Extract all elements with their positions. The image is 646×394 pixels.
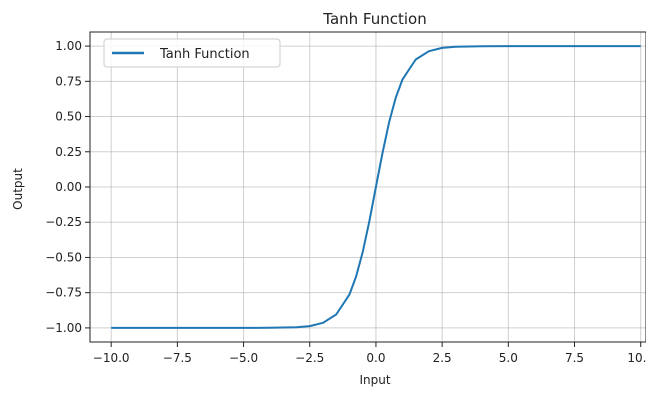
x-tick-label: −10.0 [93, 351, 130, 365]
x-tick-label: 7.5 [565, 351, 584, 365]
x-tick-label: −2.5 [295, 351, 324, 365]
y-tick-label: −1.00 [45, 321, 82, 335]
y-tick-label: −0.75 [45, 286, 82, 300]
series-layer [111, 45, 641, 329]
y-tick-label: 0.00 [55, 180, 82, 194]
x-tick-label: 5.0 [499, 351, 518, 365]
y-axis-label: Output [11, 168, 25, 210]
y-tick-label: 1.00 [55, 39, 82, 53]
grid-lines [90, 32, 646, 342]
y-tick-label: 0.50 [55, 110, 82, 124]
y-tick-label: 0.75 [55, 74, 82, 88]
y-tick-label: −0.25 [45, 215, 82, 229]
tanh-line [111, 45, 641, 329]
x-tick-label: −7.5 [163, 351, 192, 365]
x-tick-label: 10.0 [627, 351, 646, 365]
chart-title: Tanh Function [322, 10, 426, 28]
legend-label: Tanh Function [159, 47, 250, 62]
legend: Tanh Function [103, 38, 281, 68]
axis-ticks: −10.0 −7.5 −5.0 −2.5 0.0 2.5 5.0 7.5 10.0 1.00 0.7… [45, 39, 646, 365]
y-tick-label: −0.50 [45, 250, 82, 264]
x-tick-label: −5.0 [229, 351, 258, 365]
legend-box [103, 38, 281, 68]
x-tick-label: 0.0 [366, 351, 385, 365]
x-tick-label: 2.5 [433, 351, 452, 365]
x-axis-label: Input [359, 373, 390, 387]
y-tick-label: 0.25 [55, 145, 82, 159]
